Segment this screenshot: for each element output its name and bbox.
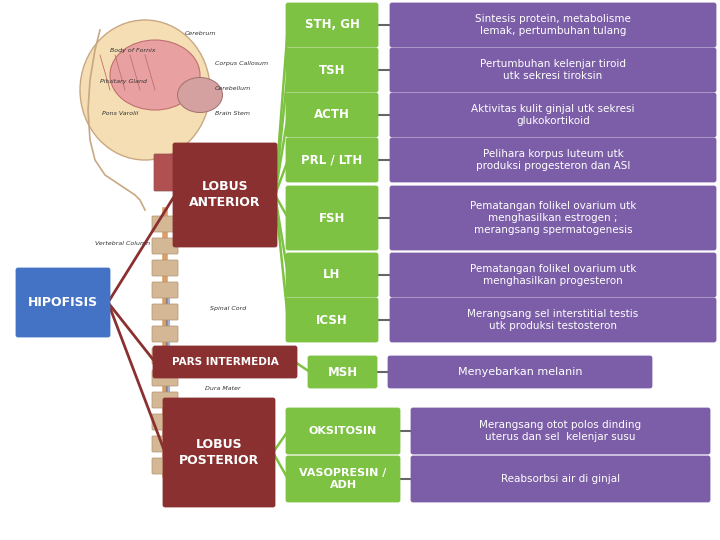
FancyBboxPatch shape	[173, 143, 277, 247]
FancyBboxPatch shape	[152, 260, 178, 276]
Text: Aktivitas kulit ginjal utk sekresi
glukokortikoid: Aktivitas kulit ginjal utk sekresi gluko…	[472, 104, 635, 126]
FancyBboxPatch shape	[152, 458, 178, 474]
FancyBboxPatch shape	[286, 138, 379, 183]
Text: Cerebellum: Cerebellum	[215, 86, 251, 91]
FancyBboxPatch shape	[286, 456, 400, 502]
FancyBboxPatch shape	[152, 392, 178, 408]
FancyBboxPatch shape	[286, 48, 379, 92]
Text: Cerebrum: Cerebrum	[185, 31, 217, 36]
FancyBboxPatch shape	[152, 216, 178, 232]
FancyBboxPatch shape	[390, 3, 716, 48]
Text: OKSITOSIN: OKSITOSIN	[309, 426, 377, 436]
FancyBboxPatch shape	[154, 154, 178, 191]
FancyBboxPatch shape	[390, 298, 716, 342]
Text: Pituitary Gland: Pituitary Gland	[100, 79, 147, 84]
Text: Corpus Callosum: Corpus Callosum	[215, 61, 268, 66]
FancyBboxPatch shape	[410, 456, 711, 502]
Text: PRL / LTH: PRL / LTH	[302, 153, 363, 166]
FancyBboxPatch shape	[286, 3, 379, 48]
FancyBboxPatch shape	[152, 282, 178, 298]
FancyBboxPatch shape	[307, 356, 377, 388]
FancyBboxPatch shape	[410, 408, 711, 454]
Text: Pematangan folikel ovarium utk
menghasilkan progesteron: Pematangan folikel ovarium utk menghasil…	[470, 264, 636, 286]
Text: VASOPRESIN /
ADH: VASOPRESIN / ADH	[300, 468, 387, 490]
FancyBboxPatch shape	[152, 414, 178, 430]
Text: Dura Mater: Dura Mater	[205, 386, 240, 391]
Text: Sintesis protein, metabolisme
lemak, pertumbuhan tulang: Sintesis protein, metabolisme lemak, per…	[475, 14, 631, 36]
Text: Brain Stem: Brain Stem	[215, 111, 250, 116]
Text: PARS INTERMEDIA: PARS INTERMEDIA	[171, 357, 279, 367]
Text: Reabsorbsi air di ginjal: Reabsorbsi air di ginjal	[501, 474, 620, 484]
FancyBboxPatch shape	[16, 268, 110, 338]
Text: Pelihara korpus luteum utk
produksi progesteron dan ASI: Pelihara korpus luteum utk produksi prog…	[476, 149, 630, 171]
Text: TSH: TSH	[319, 64, 346, 77]
Text: STH, GH: STH, GH	[305, 18, 359, 31]
FancyBboxPatch shape	[163, 397, 275, 508]
Text: Pons Varolii: Pons Varolii	[102, 111, 138, 116]
Text: Merangsang sel interstitial testis
utk produksi testosteron: Merangsang sel interstitial testis utk p…	[467, 309, 639, 331]
FancyBboxPatch shape	[153, 346, 297, 379]
Text: Menyebarkan melanin: Menyebarkan melanin	[458, 367, 582, 377]
Text: ICSH: ICSH	[316, 314, 348, 327]
Text: LOBUS
ANTERIOR: LOBUS ANTERIOR	[189, 180, 261, 210]
Text: LH: LH	[323, 268, 341, 281]
FancyBboxPatch shape	[390, 186, 716, 251]
FancyBboxPatch shape	[286, 186, 379, 251]
Text: LOBUS
POSTERIOR: LOBUS POSTERIOR	[179, 438, 259, 467]
FancyBboxPatch shape	[286, 253, 379, 298]
Text: Pematangan folikel ovarium utk
menghasilkan estrogen ;
merangsang spermatogenesi: Pematangan folikel ovarium utk menghasil…	[470, 201, 636, 235]
FancyBboxPatch shape	[286, 298, 379, 342]
Text: Vertebral Column: Vertebral Column	[95, 241, 150, 246]
FancyBboxPatch shape	[286, 408, 400, 454]
FancyBboxPatch shape	[152, 436, 178, 452]
Ellipse shape	[110, 40, 200, 110]
FancyBboxPatch shape	[390, 138, 716, 183]
FancyBboxPatch shape	[387, 356, 652, 388]
FancyBboxPatch shape	[152, 238, 178, 254]
Text: HIPOFISIS: HIPOFISIS	[28, 296, 98, 309]
FancyBboxPatch shape	[152, 304, 178, 320]
FancyBboxPatch shape	[390, 48, 716, 92]
Text: Body of Fornix: Body of Fornix	[110, 48, 156, 53]
FancyBboxPatch shape	[286, 92, 379, 137]
FancyBboxPatch shape	[152, 326, 178, 342]
FancyBboxPatch shape	[152, 370, 178, 386]
Text: Merangsang otot polos dinding
uterus dan sel  kelenjar susu: Merangsang otot polos dinding uterus dan…	[480, 420, 642, 442]
Text: Spinal Cord: Spinal Cord	[210, 306, 246, 311]
FancyBboxPatch shape	[152, 348, 178, 364]
FancyBboxPatch shape	[390, 253, 716, 298]
Text: FSH: FSH	[319, 212, 345, 225]
Ellipse shape	[80, 20, 210, 160]
FancyBboxPatch shape	[390, 92, 716, 137]
Ellipse shape	[178, 78, 222, 112]
Text: Pertumbuhan kelenjar tiroid
utk sekresi tiroksin: Pertumbuhan kelenjar tiroid utk sekresi …	[480, 59, 626, 81]
Text: ACTH: ACTH	[314, 109, 350, 122]
Text: MSH: MSH	[328, 366, 358, 379]
